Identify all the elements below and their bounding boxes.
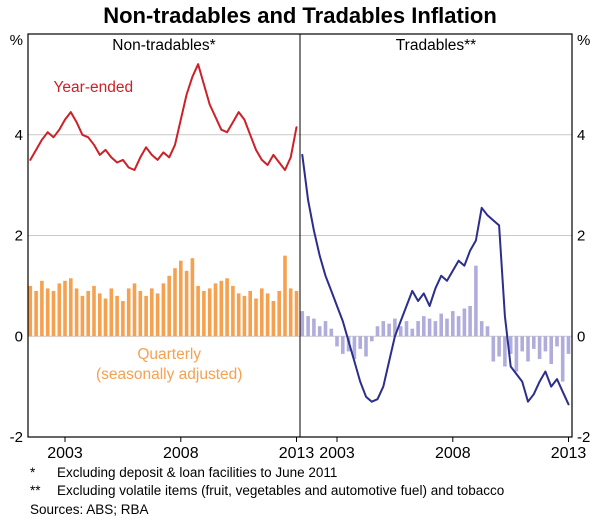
- svg-text:2: 2: [577, 228, 585, 245]
- footnote-2: ** Excluding volatile items (fruit, vege…: [30, 482, 592, 500]
- footnote-1-text: Excluding deposit & loan facilities to J…: [57, 465, 338, 481]
- chart-canvas: 2003 2008 2013 Non-tradables* Year-ended Quar…: [10, 32, 591, 462]
- footnotes: * Excluding deposit & loan facilities to…: [0, 462, 600, 518]
- svg-text:%: %: [577, 32, 590, 49]
- svg-text:-2: -2: [10, 429, 23, 446]
- svg-text:2013: 2013: [551, 445, 587, 462]
- footnote-2-text: Excluding volatile items (fruit, vegetab…: [57, 483, 505, 498]
- footnote-1-marker: *: [30, 465, 36, 481]
- svg-text:2008: 2008: [163, 445, 199, 462]
- svg-text:Non-tradables*: Non-tradables*: [112, 37, 215, 54]
- svg-text:2003: 2003: [319, 445, 355, 462]
- svg-text:Year-ended: Year-ended: [54, 79, 134, 96]
- svg-text:Quarterly: Quarterly: [137, 346, 201, 363]
- footnote-2-marker: **: [30, 483, 41, 498]
- svg-text:2013: 2013: [279, 445, 315, 462]
- svg-text:0: 0: [15, 328, 23, 345]
- svg-text:2003: 2003: [47, 445, 83, 462]
- svg-text:4: 4: [15, 127, 23, 144]
- svg-text:Tradables**: Tradables**: [396, 37, 476, 54]
- svg-text:(seasonally adjusted): (seasonally adjusted): [96, 366, 242, 383]
- svg-text:-2: -2: [577, 429, 590, 446]
- sources-line: Sources: ABS; RBA: [30, 501, 149, 517]
- svg-text:%: %: [10, 32, 23, 49]
- footnote-1: * Excluding deposit & loan facilities to…: [30, 464, 592, 482]
- svg-text:2: 2: [15, 228, 23, 245]
- chart-title: Non-tradables and Tradables Inflation: [103, 3, 497, 28]
- svg-text:2008: 2008: [435, 445, 471, 462]
- svg-text:4: 4: [577, 127, 585, 144]
- svg-text:0: 0: [577, 328, 585, 345]
